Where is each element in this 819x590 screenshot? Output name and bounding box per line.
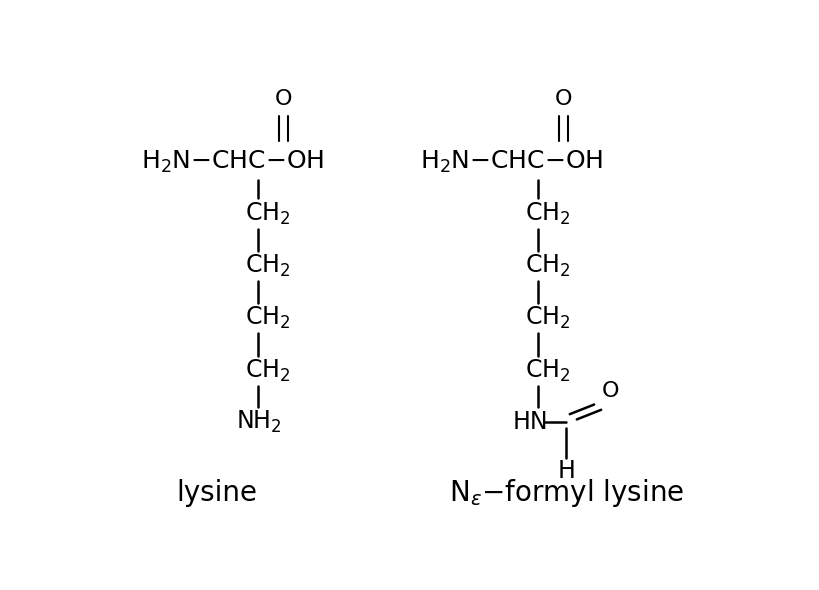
- Text: CH$_2$: CH$_2$: [524, 253, 570, 279]
- Text: HN: HN: [512, 409, 547, 434]
- Text: CH$_2$: CH$_2$: [524, 201, 570, 227]
- Text: H$_2$N$-$CHC$-$OH: H$_2$N$-$CHC$-$OH: [420, 149, 603, 175]
- Text: CH$_2$: CH$_2$: [524, 358, 570, 384]
- Text: O: O: [554, 90, 572, 109]
- Text: CH$_2$: CH$_2$: [245, 358, 291, 384]
- Text: CH$_2$: CH$_2$: [245, 201, 291, 227]
- Text: CH$_2$: CH$_2$: [524, 305, 570, 332]
- Text: N$_\varepsilon$$-$formyl lysine: N$_\varepsilon$$-$formyl lysine: [448, 477, 683, 509]
- Text: NH$_2$: NH$_2$: [236, 408, 281, 435]
- Text: lysine: lysine: [176, 479, 257, 507]
- Text: CH$_2$: CH$_2$: [245, 305, 291, 332]
- Text: O: O: [601, 381, 619, 401]
- Text: H: H: [557, 458, 575, 483]
- Text: CH$_2$: CH$_2$: [245, 253, 291, 279]
- Text: H$_2$N$-$CHC$-$OH: H$_2$N$-$CHC$-$OH: [141, 149, 324, 175]
- Text: O: O: [274, 90, 292, 109]
